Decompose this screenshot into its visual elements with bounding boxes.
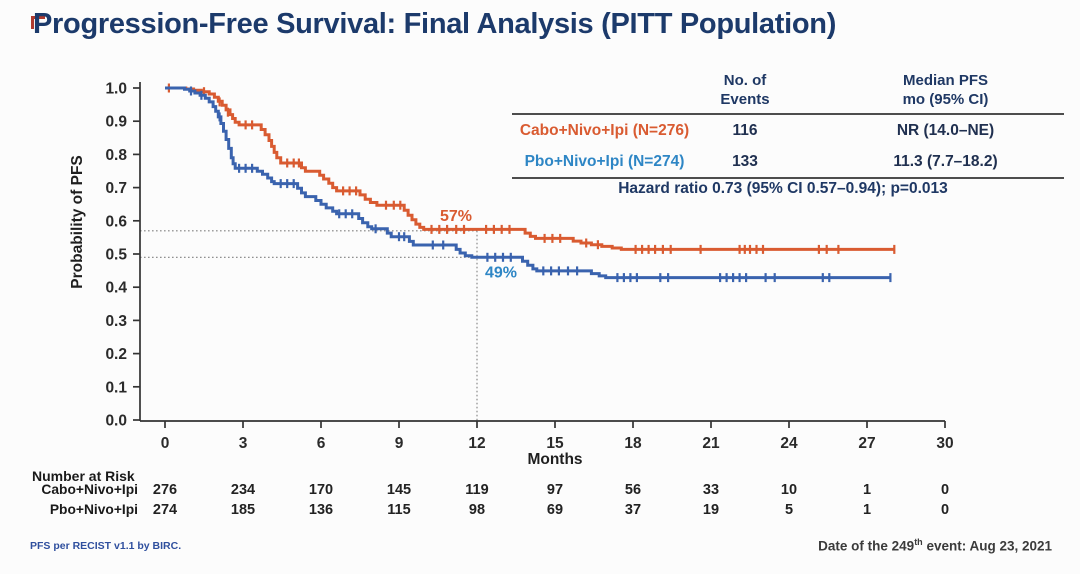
x-tick-label: 0 <box>161 435 170 452</box>
risk-count: 1 <box>863 502 871 518</box>
x-tick-label: 24 <box>780 435 798 452</box>
cabo-median-pfs-value: NR (14.0–NE) <box>896 121 995 139</box>
table-rule-top <box>512 113 1064 115</box>
table-rule-bottom <box>512 177 1064 179</box>
cabo-events-value: 116 <box>732 121 758 139</box>
risk-count: 98 <box>469 502 485 518</box>
y-tick-label: 0.6 <box>105 213 127 230</box>
table-row: Cabo+Nivo+Ipi (N=276) 116 NR (14.0–NE) <box>500 115 1066 146</box>
results-table: No. of Events Median PFS mo (95% CI) Cab… <box>500 72 1066 179</box>
risk-count: 234 <box>231 482 255 498</box>
y-tick-label: 0.2 <box>105 346 127 363</box>
x-tick-label: 9 <box>395 435 404 452</box>
events-column-header: No. of Events <box>720 72 770 108</box>
risk-count: 136 <box>309 502 333 518</box>
x-tick-label: 27 <box>858 435 875 452</box>
y-tick-label: 0.3 <box>105 313 127 330</box>
y-tick-label: 0.4 <box>105 280 127 297</box>
artifact-red-mark <box>31 16 45 19</box>
risk-count: 33 <box>703 482 719 498</box>
x-axis-title: Months <box>527 451 582 468</box>
risk-row-label: Pbo+Nivo+Ipi <box>50 502 138 517</box>
artifact-red-mark <box>31 16 34 29</box>
risk-count: 276 <box>153 482 177 498</box>
pbo-arm-label: Pbo+Nivo+Ipi (N=274) <box>524 152 685 170</box>
footnote-event-date-ordinal: th <box>914 537 923 547</box>
risk-count: 145 <box>387 482 411 498</box>
x-tick-label: 30 <box>936 435 953 452</box>
risk-count: 119 <box>465 482 488 498</box>
risk-row-label: Cabo+Nivo+Ipi <box>41 482 138 497</box>
risk-count: 185 <box>231 502 255 518</box>
km-curve-cabo-nivo-ipi <box>165 86 895 251</box>
y-tick-label: 1.0 <box>105 81 127 98</box>
slide-title: Progression-Free Survival: Final Analysi… <box>33 8 837 40</box>
risk-count: 56 <box>625 482 641 498</box>
landmark-label-cabo: 57% <box>440 208 472 225</box>
y-tick-label: 0.0 <box>105 413 127 430</box>
km-chart: 0.00.10.20.30.40.50.60.70.80.91.00 3 6 9 12 1… <box>32 81 954 519</box>
number-at-risk-label: Number at Risk <box>32 468 135 484</box>
y-tick-label: 0.5 <box>105 247 127 264</box>
y-tick-label: 0.9 <box>105 114 127 131</box>
x-tick-label: 18 <box>624 435 642 452</box>
x-tick-label: 15 <box>546 435 564 452</box>
pbo-events-value: 133 <box>732 152 758 170</box>
risk-count: 69 <box>547 502 563 518</box>
risk-count: 274 <box>153 502 177 518</box>
risk-count: 10 <box>781 482 797 498</box>
risk-count: 0 <box>941 502 949 518</box>
risk-count: 5 <box>785 502 793 518</box>
risk-count: 1 <box>863 482 871 498</box>
risk-count: 0 <box>941 482 949 498</box>
cabo-arm-label: Cabo+Nivo+Ipi (N=276) <box>519 121 690 139</box>
risk-count: 115 <box>387 502 410 518</box>
y-axis-title: Probability of PFS <box>69 155 86 288</box>
footnote-event-date: Date of the 249th event: Aug 23, 2021 <box>818 537 1052 554</box>
y-tick-label: 0.8 <box>105 147 127 164</box>
hazard-ratio-text: Hazard ratio 0.73 (95% CI 0.57–0.94); p=… <box>618 180 948 197</box>
x-tick-label: 3 <box>239 435 248 452</box>
risk-count: 37 <box>625 502 641 518</box>
footnote-pfs-recist: PFS per RECIST v1.1 by BIRC. <box>30 540 182 552</box>
footnote-event-date-suffix: event: Aug 23, 2021 <box>922 538 1052 554</box>
y-tick-label: 0.7 <box>105 180 127 197</box>
risk-count: 97 <box>547 482 563 498</box>
median-pfs-column-header: Median PFS mo (95% CI) <box>902 72 989 108</box>
landmark-label-pbo: 49% <box>485 264 517 281</box>
table-row: Pbo+Nivo+Ipi (N=274) 133 11.3 (7.7–18.2) <box>500 146 1066 177</box>
results-table-header-row: No. of Events Median PFS mo (95% CI) <box>500 72 1066 113</box>
risk-count: 19 <box>703 502 719 518</box>
x-tick-label: 12 <box>468 435 485 452</box>
x-tick-label: 6 <box>317 435 326 452</box>
pbo-median-pfs-value: 11.3 (7.7–18.2) <box>893 152 998 170</box>
km-curve-pbo-nivo-ipi <box>165 86 891 280</box>
footnote-event-date-prefix: Date of the 249 <box>818 538 915 554</box>
risk-count: 170 <box>309 482 333 498</box>
y-tick-label: 0.1 <box>105 379 127 396</box>
x-tick-label: 21 <box>702 435 720 452</box>
